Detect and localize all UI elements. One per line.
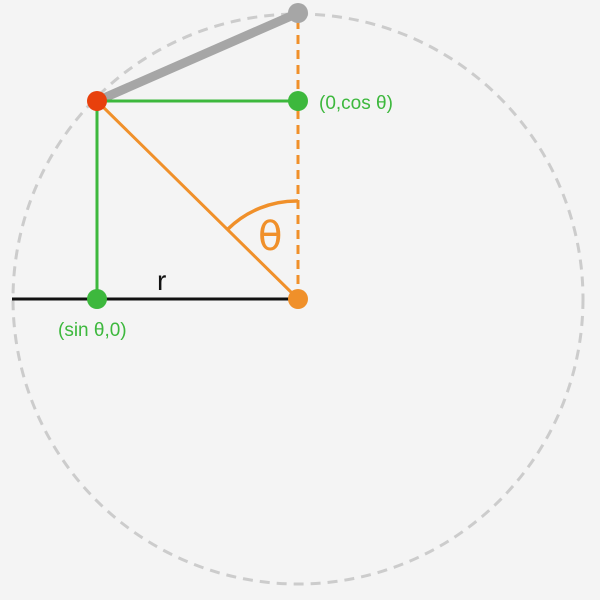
cos-point-label: (0,cos θ) xyxy=(319,93,393,114)
point-on-circle xyxy=(87,91,107,111)
angle-arc xyxy=(226,199,299,231)
sin-point-label: (sin θ,0) xyxy=(58,320,127,341)
radius-label: r xyxy=(157,265,166,296)
top-point xyxy=(288,3,308,23)
center-point xyxy=(288,289,308,309)
angled-radius xyxy=(95,99,300,301)
angle-label: θ xyxy=(258,214,282,260)
cos-point xyxy=(288,91,308,111)
chord-to-top xyxy=(92,8,303,106)
unit-circle xyxy=(11,12,585,586)
sin-point xyxy=(87,289,107,309)
